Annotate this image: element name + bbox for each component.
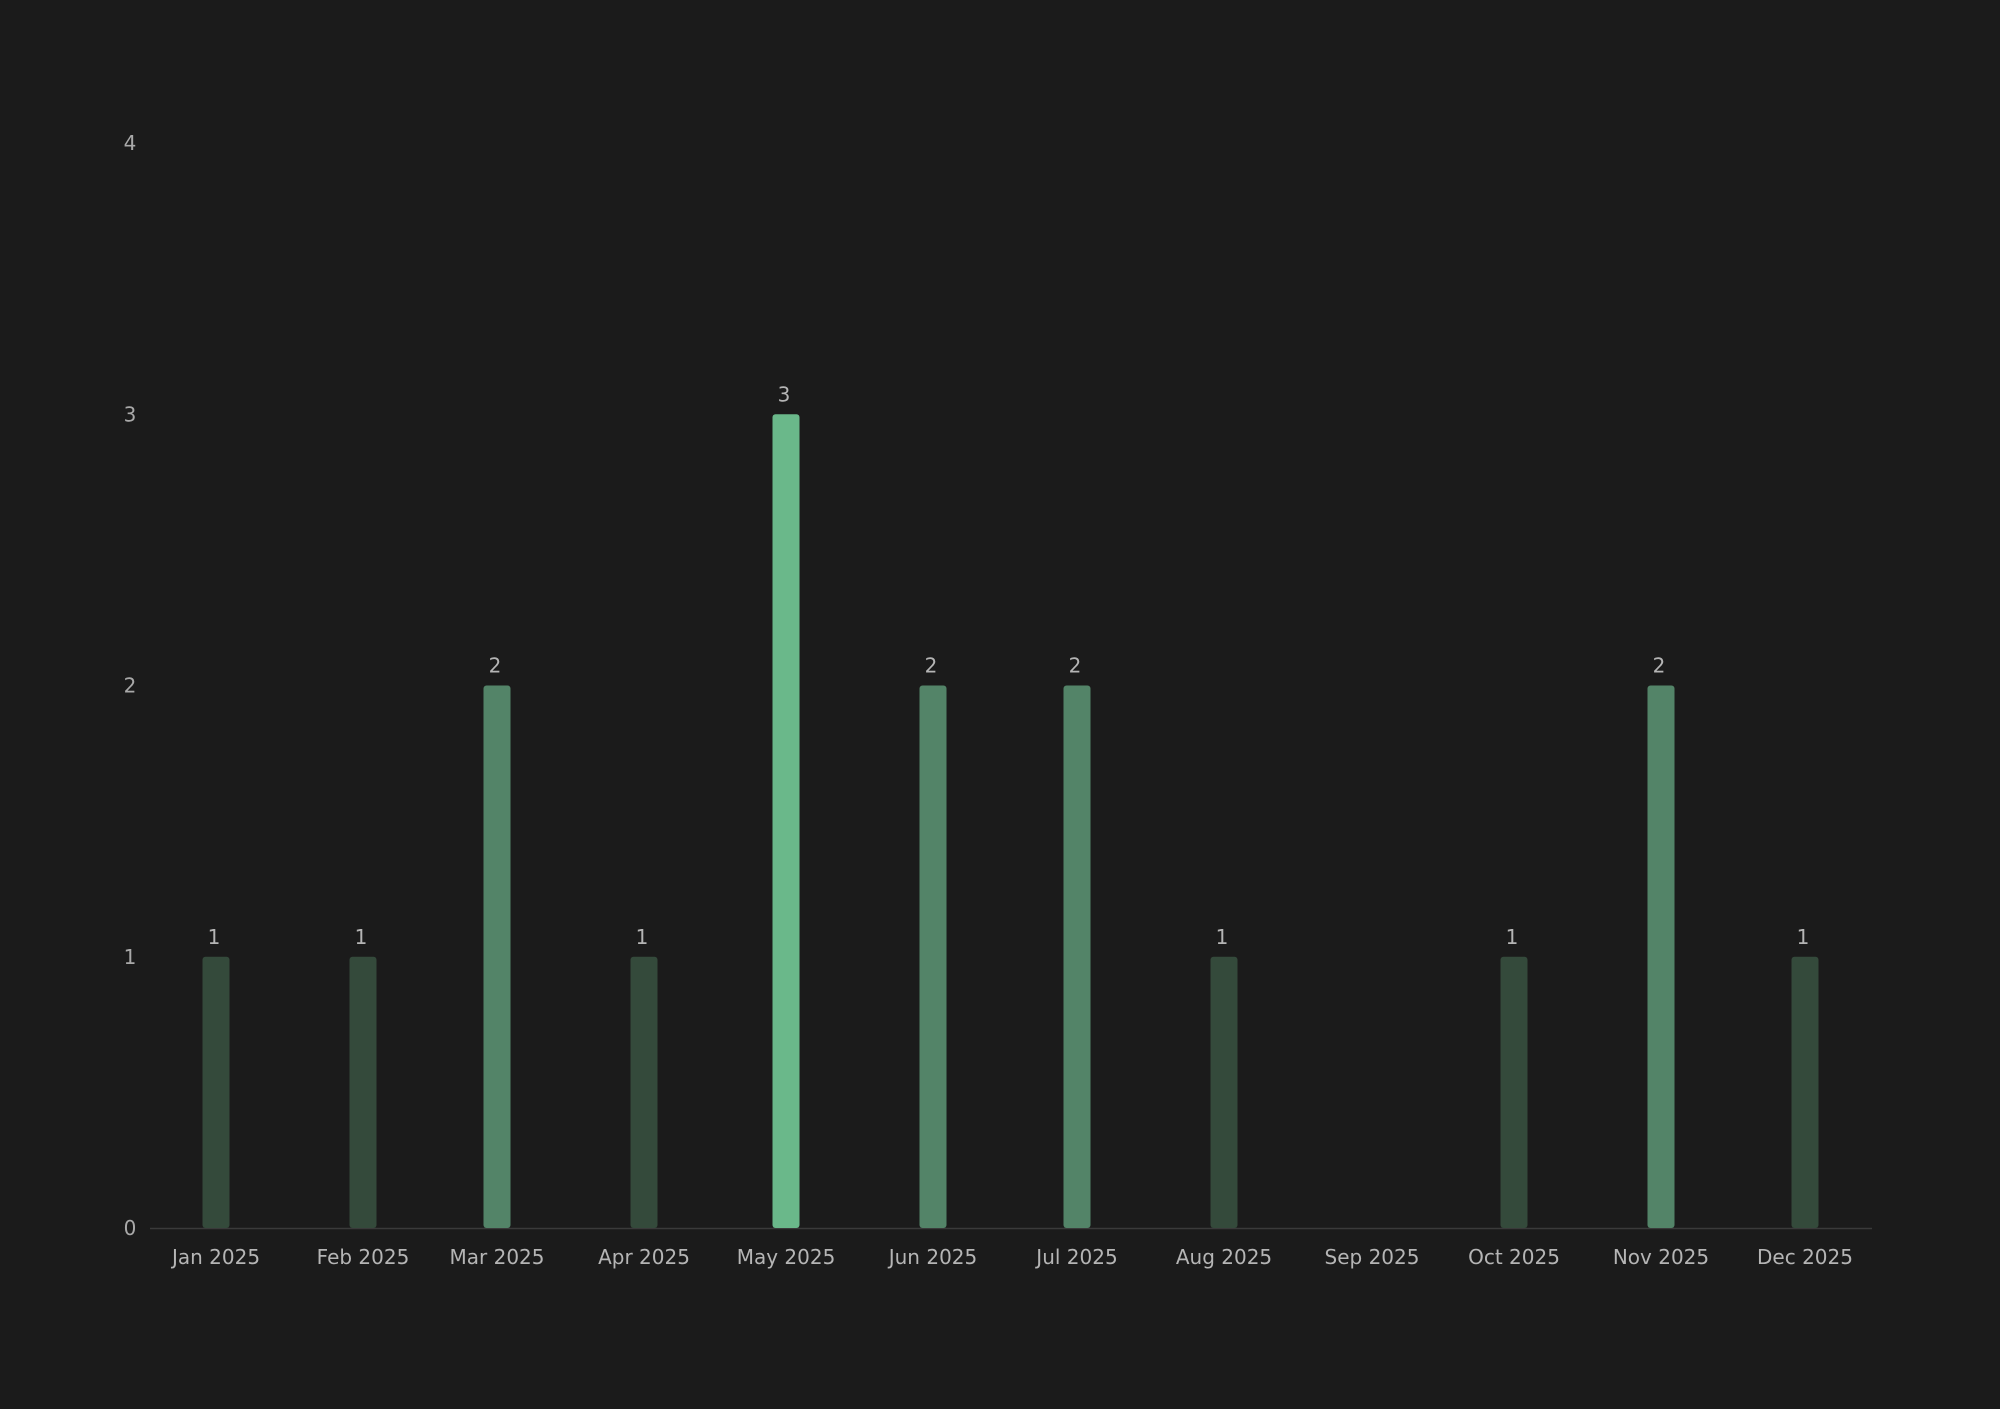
bar [630,956,658,1228]
data-label: 1 [1506,925,1519,949]
x-tick-label: May 2025 [737,1245,836,1269]
x-tick-label: Sep 2025 [1325,1245,1420,1269]
x-tick-label: Dec 2025 [1757,1245,1853,1269]
data-label: 1 [208,925,221,949]
x-tick-label: Mar 2025 [450,1245,545,1269]
data-label: 3 [778,382,791,406]
data-label: 2 [1069,654,1082,678]
x-tick-label: Nov 2025 [1613,1245,1709,1269]
x-tick-label: Apr 2025 [598,1245,690,1269]
data-label: 1 [1216,925,1229,949]
x-axis-labels: Jan 2025 Feb 2025 Mar 2025 Apr 2025 May 2025… [170,1245,1853,1269]
y-tick-label: 0 [124,1216,137,1240]
data-label: 2 [489,654,502,678]
bar [772,414,800,1228]
bar [202,956,230,1228]
data-label: 1 [636,925,649,949]
bar [1791,956,1819,1228]
y-tick-label: 2 [124,674,137,698]
bars-group [202,414,1819,1228]
data-label: 2 [925,654,938,678]
bar [1647,685,1675,1228]
x-tick-label: Jul 2025 [1034,1245,1117,1269]
y-axis-ticks: 0 1 2 3 4 [124,131,137,1240]
y-tick-label: 3 [124,402,137,426]
bar [1063,685,1091,1228]
data-label: 1 [1797,925,1810,949]
bar [349,956,377,1228]
x-tick-label: Aug 2025 [1176,1245,1272,1269]
y-tick-label: 1 [124,945,137,969]
x-tick-label: Jan 2025 [170,1245,260,1269]
bar [1210,956,1238,1228]
x-tick-label: Oct 2025 [1468,1245,1560,1269]
x-tick-label: Jun 2025 [887,1245,978,1269]
y-tick-label: 4 [124,131,137,155]
x-tick-label: Feb 2025 [317,1245,410,1269]
data-label: 2 [1653,654,1666,678]
data-label: 1 [355,925,368,949]
value-labels-group: 1 1 2 1 3 2 2 1 1 2 1 [208,382,1810,949]
bar [483,685,511,1228]
bar [1500,956,1528,1228]
bar [919,685,947,1228]
